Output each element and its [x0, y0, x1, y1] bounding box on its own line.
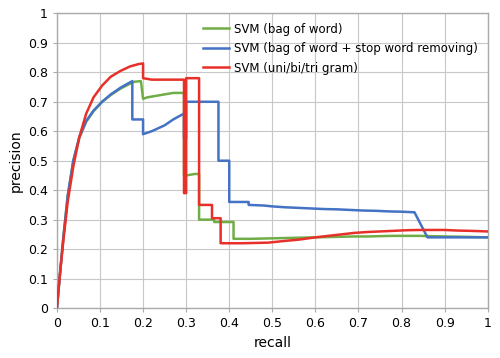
SVM (bag of word) [416, 234, 422, 238]
SVM (uni/bi/tri gram) [140, 61, 146, 66]
SVM (bag of word + stop word removing) [181, 111, 187, 116]
SVM (bag of word + stop word removing) [54, 306, 60, 310]
SVM (bag of word + stop word removing) [239, 200, 245, 204]
SVM (bag of word) [230, 220, 236, 224]
SVM (bag of word + stop word removing) [130, 79, 136, 83]
SVM (bag of word + stop word removing) [226, 200, 232, 204]
SVM (uni/bi/tri gram) [127, 64, 133, 68]
SVM (bag of word) [54, 306, 60, 310]
SVM (bag of word) [338, 234, 344, 239]
SVM (uni/bi/tri gram) [162, 77, 168, 82]
Legend: SVM (bag of word), SVM (bag of word + stop word removing), SVM (uni/bi/tri gram): SVM (bag of word), SVM (bag of word + st… [199, 19, 482, 78]
SVM (bag of word) [484, 235, 490, 240]
SVM (bag of word) [224, 220, 230, 224]
SVM (uni/bi/tri gram) [265, 241, 271, 245]
SVM (bag of word + stop word removing) [108, 92, 114, 97]
SVM (bag of word + stop word removing) [270, 204, 276, 209]
SVM (uni/bi/tri gram) [54, 306, 60, 310]
Line: SVM (uni/bi/tri gram): SVM (uni/bi/tri gram) [57, 63, 488, 308]
SVM (bag of word + stop word removing) [216, 159, 222, 163]
SVM (uni/bi/tri gram) [484, 229, 490, 234]
Y-axis label: precision: precision [8, 129, 22, 192]
SVM (bag of word) [248, 237, 254, 241]
Line: SVM (bag of word + stop word removing): SVM (bag of word + stop word removing) [57, 81, 488, 308]
SVM (bag of word) [140, 97, 146, 101]
SVM (bag of word + stop word removing) [484, 235, 490, 240]
Line: SVM (bag of word): SVM (bag of word) [57, 81, 488, 308]
SVM (uni/bi/tri gram) [172, 77, 178, 82]
SVM (bag of word) [138, 79, 144, 83]
SVM (uni/bi/tri gram) [312, 235, 318, 240]
SVM (uni/bi/tri gram) [468, 229, 473, 233]
X-axis label: recall: recall [254, 336, 292, 350]
